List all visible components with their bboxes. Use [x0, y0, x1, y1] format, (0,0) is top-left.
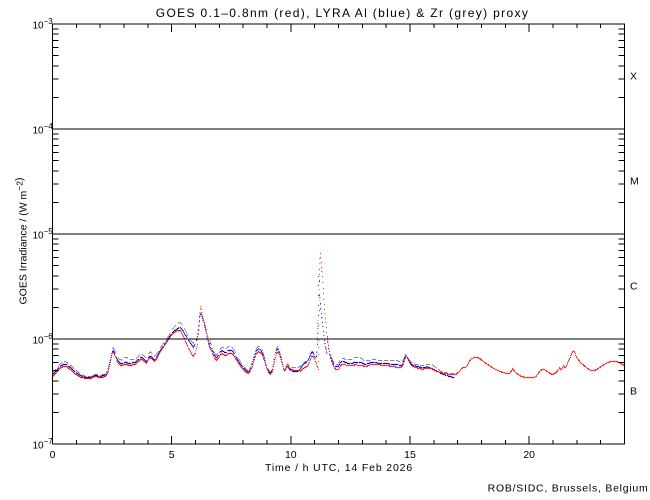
svg-text:ROB/SIDC, Brussels, Belgium: ROB/SIDC, Brussels, Belgium: [488, 483, 649, 495]
svg-text:M: M: [630, 176, 639, 188]
svg-text:20: 20: [523, 449, 535, 461]
svg-text:C: C: [630, 281, 638, 293]
svg-text:GOES 0.1–0.8nm (red), LYRA Al: GOES 0.1–0.8nm (red), LYRA Al (blue) & Z…: [156, 6, 529, 20]
svg-text:5: 5: [169, 449, 175, 461]
svg-text:0: 0: [50, 449, 56, 461]
svg-text:Time / h UTC, 14 Feb 2026: Time / h UTC, 14 Feb 2026: [265, 462, 413, 474]
svg-text:X: X: [630, 71, 637, 83]
svg-text:10: 10: [285, 449, 297, 461]
svg-text:15: 15: [404, 449, 416, 461]
svg-text:GOES Irradiance / (W m−2): GOES Irradiance / (W m−2): [14, 178, 30, 305]
svg-text:B: B: [630, 386, 637, 398]
